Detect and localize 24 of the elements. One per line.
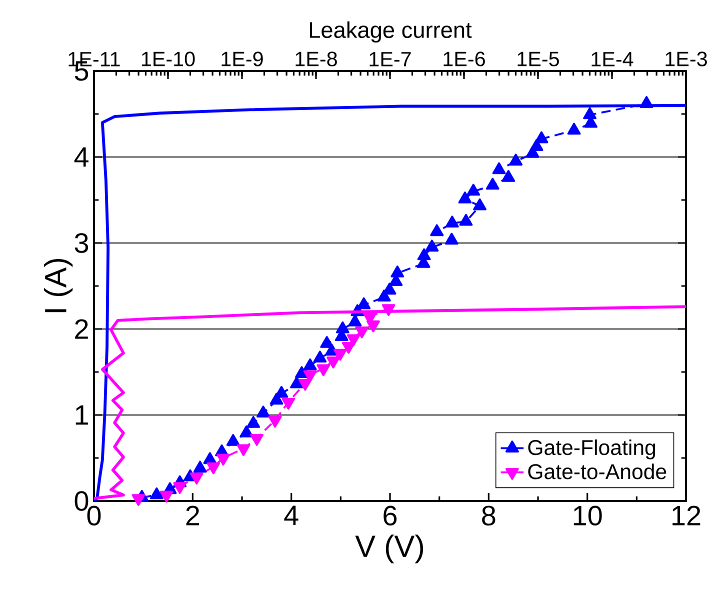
x-tick-label: 2 (186, 506, 200, 526)
x2-tick-label: 1E-7 (370, 52, 411, 66)
x-axis-title: V (V) (355, 534, 424, 564)
x-tick-label: 10 (574, 506, 602, 526)
x2-tick-label: 1E-3 (666, 52, 707, 66)
y-tick-label: 3 (74, 233, 88, 253)
x2-tick-label: 1E-6 (444, 52, 485, 66)
legend-label: Gate-to-Anode (528, 464, 666, 480)
x-tick-label: 8 (482, 506, 496, 526)
x2-axis-title: Leakage current (310, 21, 472, 43)
x-tick-label: 6 (384, 506, 397, 526)
x2-tick-label: 1E-8 (296, 52, 337, 66)
y-tick-label: 1 (76, 405, 88, 425)
legend-label: Gate-Floating (528, 439, 656, 460)
x2-tick-label: 1E-9 (222, 52, 263, 66)
y-axis-title: I (A) (44, 258, 73, 312)
x-tick-label: 4 (284, 506, 298, 525)
x-tick-label: 12 (672, 506, 700, 526)
x2-tick-label: 1E-4 (592, 52, 634, 66)
x2-tick-label: 1E-10 (142, 52, 195, 66)
y-tick-label: 0 (74, 491, 88, 511)
x2-tick-label: 1E-5 (518, 52, 559, 66)
y-tick-label: 2 (75, 319, 88, 339)
y-tick-label: 4 (74, 147, 88, 167)
